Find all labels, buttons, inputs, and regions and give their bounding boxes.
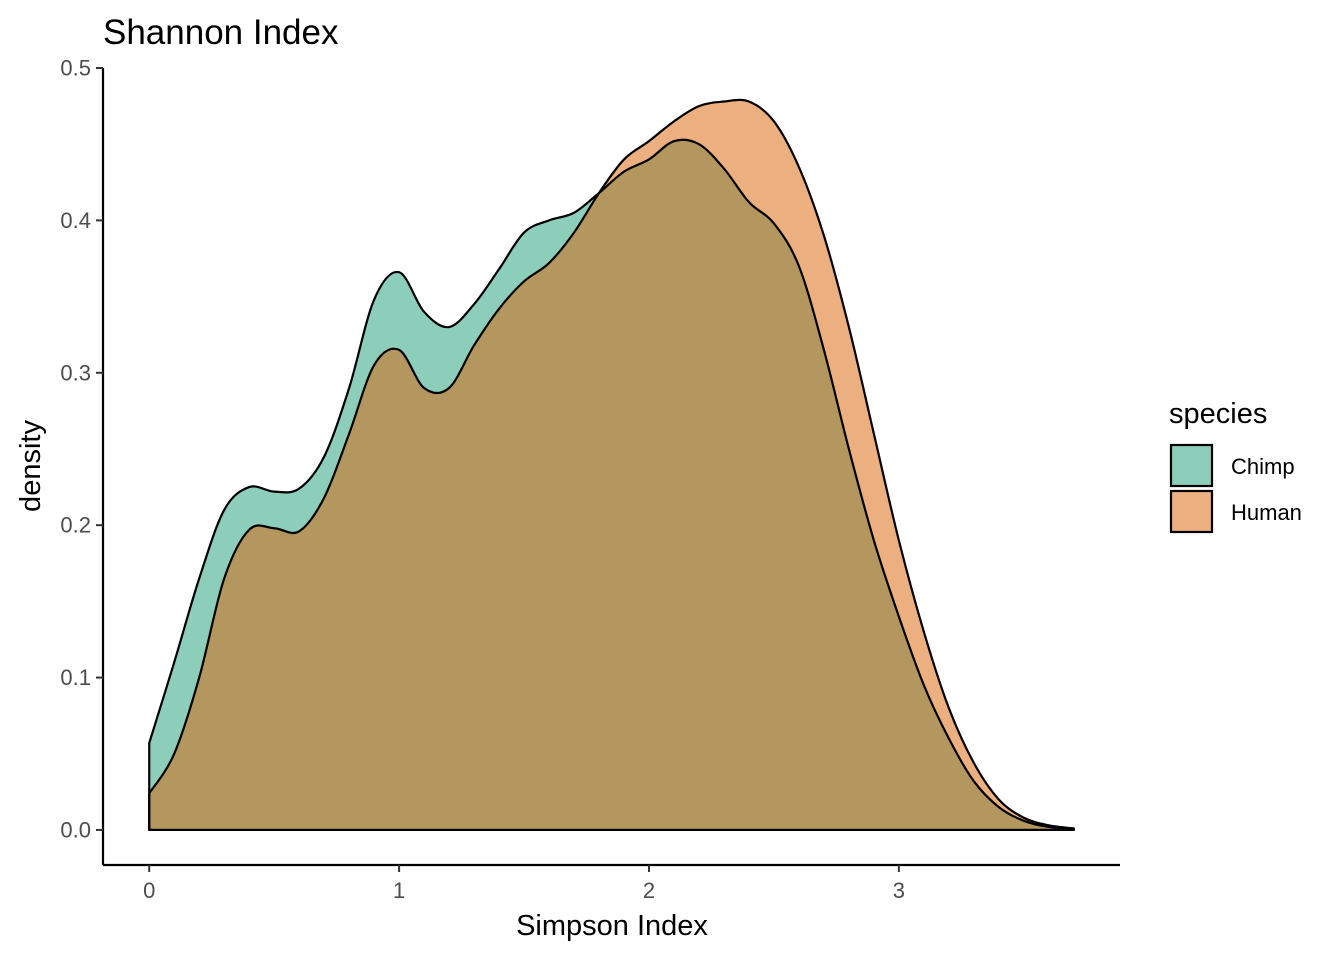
density-outline-human [148,98,1075,832]
y-tick-label: 0.0 [60,817,91,842]
y-tick-label: 0.5 [60,56,91,81]
x-tick-label: 2 [643,878,655,903]
x-axis-ticks: 0 1 2 3 [143,865,905,903]
density-outline-chimp [148,138,1075,832]
legend-item-chimp: Chimp [1169,443,1295,488]
y-tick-label: 0.1 [60,665,91,690]
legend-items: Chimp Human [1169,443,1302,534]
y-tick-label: 0.2 [60,513,91,538]
legend-swatch-human [1169,489,1214,534]
legend-item-human: Human [1169,489,1302,534]
legend-label: Chimp [1231,454,1295,479]
density-outlines [148,98,1075,832]
y-tick-label: 0.3 [60,360,91,385]
plot-area [148,98,1075,832]
density-fills [149,99,1074,830]
x-axis-title: Simpson Index [516,910,708,942]
legend: species Chimp Human [1169,398,1302,534]
legend-swatch-chimp [1169,443,1214,488]
density-area-human [149,99,1074,830]
legend-label: Human [1231,500,1302,525]
y-axis-title: density [15,420,47,512]
x-tick-label: 3 [893,878,905,903]
x-tick-label: 1 [393,878,405,903]
chart-title: Shannon Index [103,13,339,52]
y-axis-ticks: 0.0 0.1 0.2 0.3 0.4 0.5 [60,56,103,842]
x-tick-label: 0 [143,878,155,903]
y-tick-label: 0.4 [60,208,91,233]
legend-title: species [1169,398,1267,430]
